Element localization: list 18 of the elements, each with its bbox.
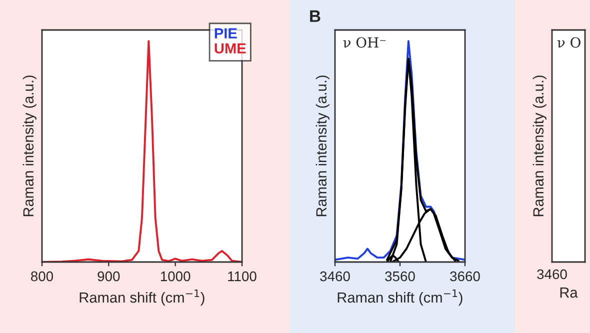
x-axis-title: Raman shift (cm$^{−1}$) [80, 290, 204, 306]
x-tick-label: 3660 [450, 271, 480, 282]
chart-title: B [310, 10, 320, 22]
x-tick-label: 3560 [385, 271, 415, 282]
y-axis-title: Raman intensity (a.u.) [316, 76, 330, 216]
x-tick-label: 1000 [160, 271, 190, 282]
text: Ra [560, 288, 578, 298]
x-tick-label: 800 [31, 271, 54, 282]
x-axis-title: Raman shift (cm$^{−1}$) [338, 290, 462, 306]
text: ν O [557, 37, 580, 48]
x-tick-label: 900 [98, 271, 120, 282]
text: PIE [214, 28, 237, 38]
annotation: ν OH⁻ [343, 37, 386, 48]
x-tick-label: 1100 [228, 271, 256, 282]
text: UME [214, 43, 246, 54]
text: Raman intensity (a.u.) [532, 76, 546, 216]
y-axis-title: Raman intensity (a.u.) [22, 76, 36, 216]
x-tick-label: 3460 [320, 271, 350, 282]
